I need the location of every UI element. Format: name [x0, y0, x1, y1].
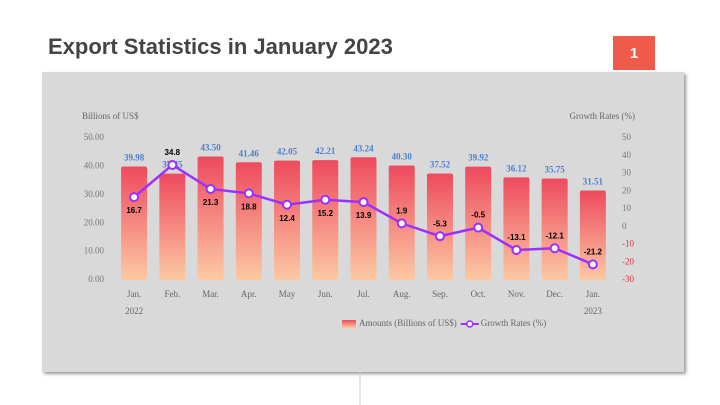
- x-tick-label: Oct.: [470, 289, 486, 299]
- x-tick-label: Jan. 2023: [583, 289, 602, 316]
- x-tick-label: Aug.: [392, 289, 411, 299]
- y2-tick-label: 40: [622, 150, 632, 160]
- growth-marker: [587, 259, 598, 270]
- x-tick-label: Mar.: [202, 289, 219, 299]
- bar-value-label: 35.75: [545, 165, 566, 175]
- bar: [274, 160, 301, 280]
- growth-marker: [243, 188, 254, 199]
- legend-label: Growth Rates (%): [481, 318, 546, 328]
- growth-marker: [396, 218, 407, 229]
- bar-value-label: 36.12: [506, 163, 527, 173]
- y2-axis-label: Growth Rates (%): [570, 111, 635, 121]
- growth-marker: [358, 197, 369, 208]
- growth-value-label: -0.5: [471, 211, 485, 220]
- growth-marker: [511, 245, 522, 256]
- bar-value-label: 42.05: [277, 147, 298, 157]
- y-tick-label: 20.00: [84, 217, 105, 227]
- bar-value-label: 40.30: [392, 152, 413, 162]
- growth-value-label: 15.2: [317, 209, 333, 218]
- bar: [312, 160, 339, 280]
- bar-value-label: 43.50: [200, 143, 221, 153]
- growth-value-label: 13.9: [356, 211, 372, 220]
- y-tick-label: 50.00: [84, 132, 105, 142]
- x-tick-label: Sep.: [432, 289, 448, 299]
- growth-marker: [129, 192, 140, 203]
- x-tick-label: Apr.: [240, 289, 257, 299]
- growth-value-label: -5.3: [433, 219, 447, 228]
- y2-tick-label: -30: [622, 274, 634, 284]
- legend-swatch: [342, 320, 356, 328]
- y-tick-label: 30.00: [84, 189, 105, 199]
- bar: [159, 173, 186, 280]
- growth-marker: [473, 222, 484, 233]
- bar: [350, 157, 377, 280]
- legend-label: Amounts (Billions of US$): [359, 318, 457, 328]
- y-tick-label: 40.00: [84, 160, 105, 170]
- growth-value-label: 16.7: [126, 206, 142, 215]
- bar-value-label: 41.46: [239, 148, 260, 158]
- x-tick-label: Jul.: [357, 289, 370, 299]
- x-tick-label: Jan. 2022: [125, 289, 144, 316]
- legend-swatch: [466, 320, 474, 328]
- y2-tick-label: 50: [622, 132, 632, 142]
- growth-value-label: -12.1: [546, 231, 565, 240]
- y-axis-label: Billions of US$: [82, 111, 139, 121]
- growth-value-label: 34.8: [165, 148, 181, 157]
- growth-value-label: -21.2: [584, 247, 603, 256]
- growth-value-label: -13.1: [507, 233, 526, 242]
- growth-marker: [320, 194, 331, 205]
- growth-marker: [549, 243, 560, 254]
- bar-value-label: 39.98: [124, 153, 145, 163]
- x-tick-label: Jun.: [317, 289, 333, 299]
- y2-tick-label: -20: [622, 256, 634, 266]
- bar-value-label: 37.52: [430, 160, 451, 170]
- bar: [503, 177, 530, 280]
- bar: [579, 190, 606, 280]
- bar-value-label: 43.24: [353, 143, 374, 153]
- growth-value-label: 1.9: [396, 206, 408, 215]
- growth-marker: [167, 159, 178, 170]
- y2-tick-label: -10: [622, 239, 634, 249]
- slide-title: Export Statistics in January 2023: [48, 34, 393, 59]
- y-tick-label: 10.00: [84, 246, 105, 256]
- bar-value-label: 42.21: [315, 146, 336, 156]
- y2-tick-label: 20: [622, 185, 632, 195]
- y2-tick-label: 10: [622, 203, 632, 213]
- x-tick-label: Dec.: [546, 289, 564, 299]
- growth-value-label: 12.4: [279, 214, 295, 223]
- x-tick-label: Nov.: [507, 289, 525, 299]
- bar: [235, 162, 262, 280]
- growth-marker: [434, 231, 445, 242]
- bar: [426, 173, 453, 280]
- bar: [541, 178, 568, 280]
- growth-value-label: 21.3: [203, 198, 219, 207]
- bar-value-label: 31.51: [583, 177, 604, 187]
- y2-tick-label: 0: [622, 221, 627, 231]
- x-tick-label: May: [278, 289, 296, 299]
- growth-value-label: 18.8: [241, 202, 257, 211]
- y-tick-label: 0.00: [88, 274, 104, 284]
- x-tick-label: Feb.: [164, 289, 181, 299]
- bar: [121, 166, 148, 280]
- page-number: 1: [613, 36, 655, 70]
- growth-marker: [282, 199, 293, 210]
- bar-value-label: 39.92: [468, 153, 489, 163]
- growth-marker: [205, 183, 216, 194]
- y2-tick-label: 30: [622, 168, 632, 178]
- bar: [197, 156, 224, 280]
